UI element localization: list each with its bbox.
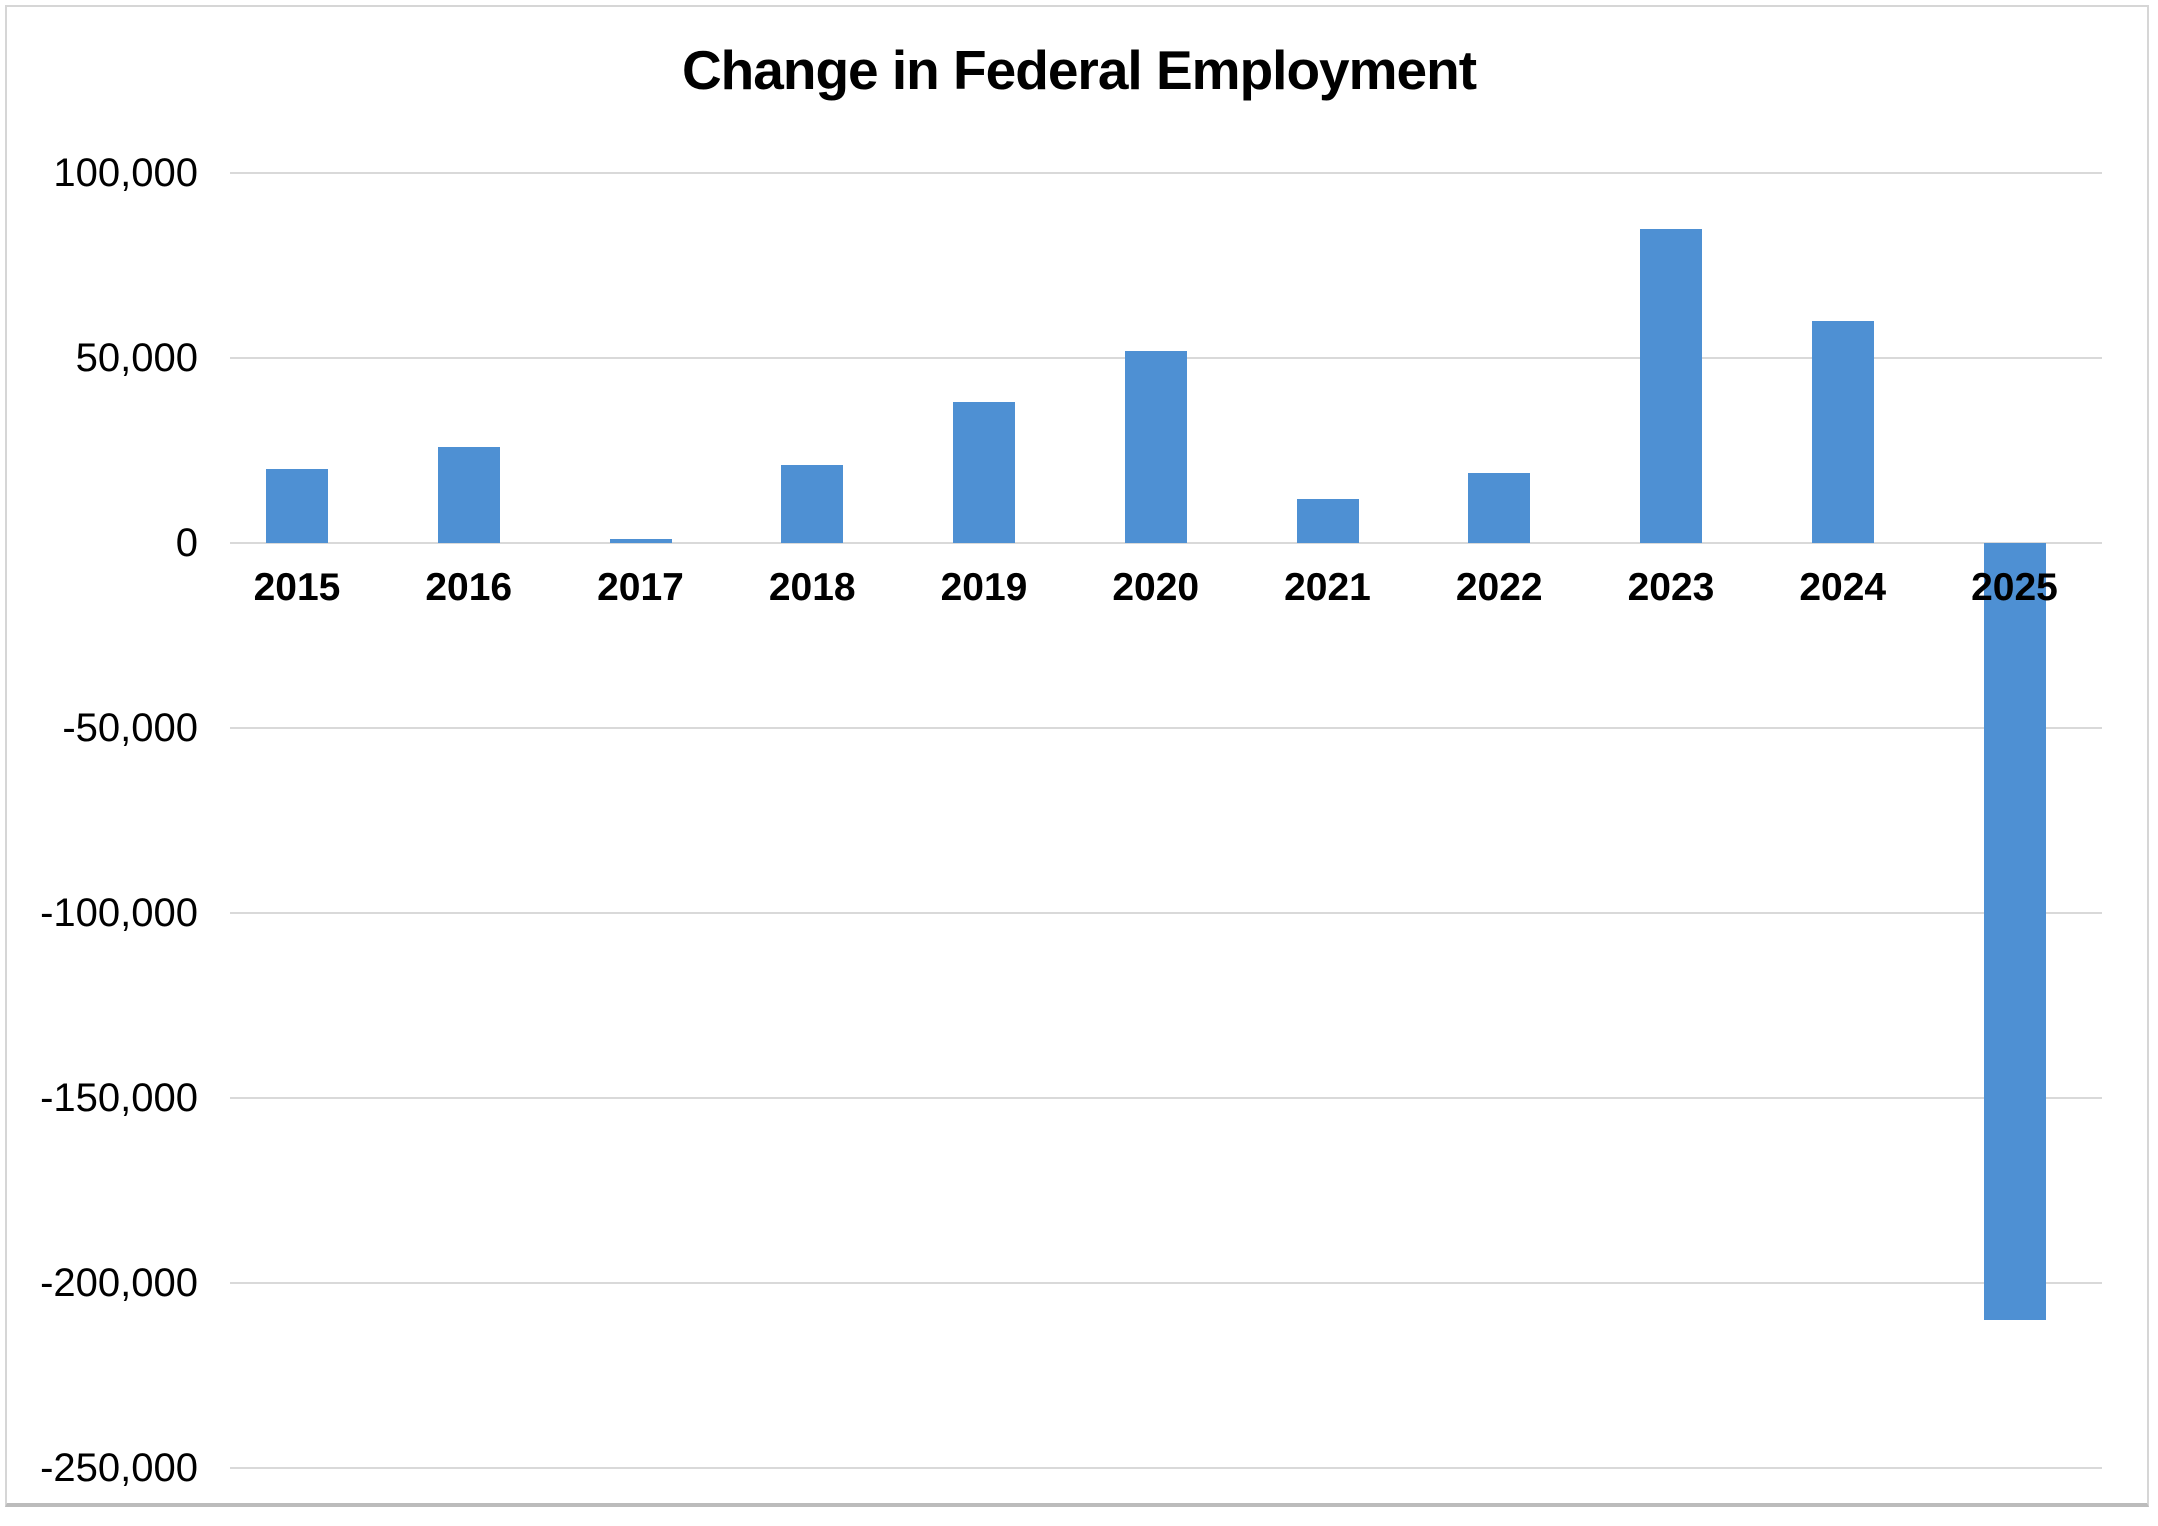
bar-2017: [609, 539, 672, 543]
gridline--250000: [230, 1467, 2102, 1469]
bar-2019: [953, 402, 1015, 543]
bar-2015: [266, 469, 328, 543]
y-axis-tick-label--250000: -250,000: [40, 1446, 198, 1490]
y-axis-tick-label-50000: 50,000: [75, 336, 198, 380]
gridline--200000: [230, 1282, 2102, 1284]
x-axis-label-2025: 2025: [1971, 566, 2058, 609]
y-axis-tick-label-0: 0: [175, 521, 198, 565]
y-axis-tick-label--200000: -200,000: [40, 1261, 198, 1305]
bar-2023: [1640, 228, 1702, 543]
gridline--100000: [230, 912, 2102, 914]
x-axis-label-2016: 2016: [425, 566, 513, 609]
x-axis-label-2023: 2023: [1627, 566, 1715, 609]
chart-frame-border: [5, 5, 2149, 1507]
x-axis-label-2015: 2015: [253, 566, 341, 609]
y-axis-tick-label--50000: -50,000: [62, 706, 198, 750]
y-axis-tick-label--100000: -100,000: [40, 891, 198, 935]
y-axis-tick-label-100000: 100,000: [53, 151, 198, 195]
chart-title: Change in Federal Employment: [681, 39, 1477, 101]
y-axis-tick-label--150000: -150,000: [40, 1076, 198, 1120]
gridline--150000: [230, 1097, 2102, 1099]
bar-2022: [1468, 472, 1531, 543]
bar-2020: [1124, 350, 1187, 543]
x-axis-label-2024: 2024: [1799, 566, 1887, 609]
bar-2018: [781, 465, 844, 543]
gridline-100000: [230, 172, 2102, 174]
bar-2016: [437, 446, 500, 543]
x-axis-label-2020: 2020: [1112, 566, 1200, 609]
x-axis-label-2021: 2021: [1284, 566, 1371, 609]
x-axis-label-2019: 2019: [940, 566, 1028, 609]
gridline--50000: [230, 727, 2102, 729]
x-axis-label-2022: 2022: [1455, 566, 1543, 609]
bar-2024: [1811, 321, 1874, 543]
bar-2025: [1983, 543, 2046, 1320]
x-axis-label-2018: 2018: [768, 566, 856, 609]
bar-2021: [1296, 498, 1359, 543]
x-axis-label-2017: 2017: [597, 566, 684, 609]
gridline-0: [230, 542, 2102, 544]
